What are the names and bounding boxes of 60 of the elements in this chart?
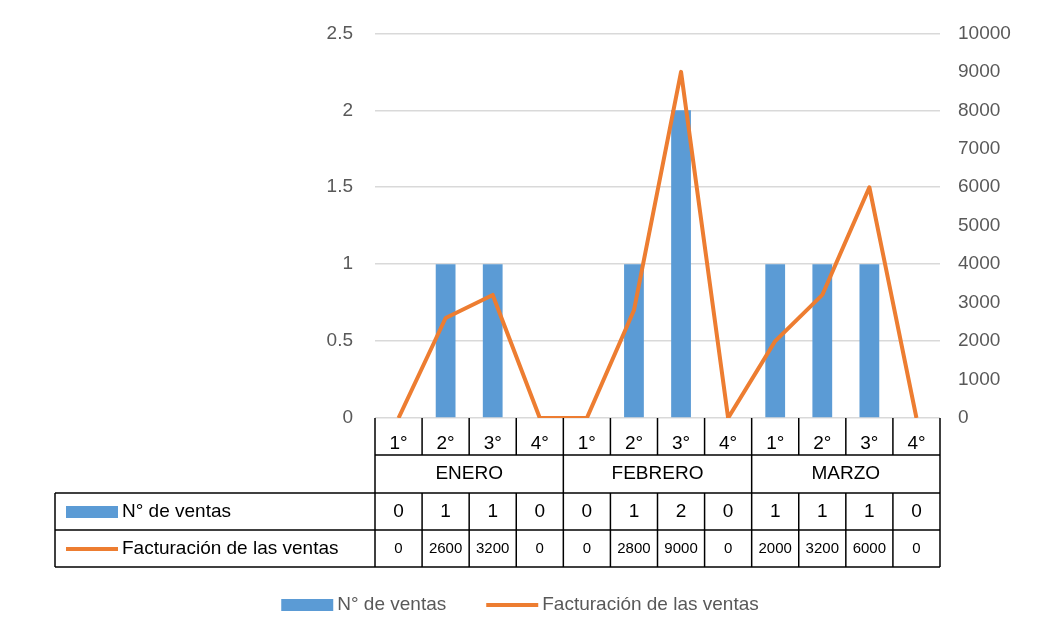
y2-tick-label: 8000: [958, 98, 1001, 120]
data-label: 1: [769, 499, 781, 521]
y-tick-label: 1.5: [326, 175, 353, 197]
x-tick-label: 4°: [907, 431, 926, 453]
x-tick-label: 3°: [860, 431, 879, 453]
y-tick-label: 1: [342, 252, 353, 274]
data-label: 2600: [428, 538, 463, 556]
x-tick-label: 1°: [389, 431, 408, 453]
data-label: 1: [817, 499, 828, 521]
y2-tick-label: 6000: [958, 175, 1001, 197]
data-label: 3200: [476, 538, 510, 556]
data-label: 2: [675, 499, 687, 521]
data-label: 3200: [805, 538, 839, 556]
x-tick-label: 4°: [530, 431, 549, 453]
x-tick-label: 2°: [436, 431, 455, 453]
x-tick-label: 1°: [766, 431, 785, 453]
x-tick-label: 2°: [624, 431, 644, 453]
text: MARZO: [811, 462, 881, 484]
data-label: 1: [440, 499, 451, 521]
data-label: 9000: [664, 538, 698, 556]
data-label: 0: [581, 499, 593, 521]
data-label: 0: [911, 499, 922, 521]
data-label: 0: [722, 499, 734, 521]
y2-tick-label: 2000: [958, 329, 1001, 351]
x-tick-label: 1°: [577, 431, 596, 453]
y2-tick-label: 1000: [958, 367, 1001, 389]
y2-tick-label: 7000: [958, 137, 1001, 159]
data-label: 6000: [852, 538, 887, 556]
x-tick-label: 2°: [813, 431, 832, 453]
data-label: 1: [628, 499, 640, 521]
data-label: 0: [912, 538, 921, 556]
y-tick-label: 2: [342, 98, 353, 120]
data-label: 0: [534, 499, 546, 521]
x-tick-label: 4°: [719, 431, 738, 453]
data-label: 0: [535, 538, 544, 556]
data-label: 0: [582, 538, 592, 556]
y2-tick-label: 10000: [958, 21, 1011, 43]
text: ENERO: [435, 462, 503, 484]
text: Facturación de las ventas: [542, 593, 759, 615]
y2-tick-label: 4000: [958, 252, 1001, 274]
x-tick-label: 3°: [483, 431, 502, 453]
data-label: 2000: [758, 538, 792, 556]
data-label: 1: [487, 499, 498, 521]
y2-tick-label: 9000: [958, 60, 1001, 82]
y2-tick-label: 0: [958, 406, 969, 428]
data-label: 2800: [617, 538, 651, 556]
y2-tick-label: 5000: [958, 213, 1001, 235]
legend-label: Facturación de las ventas: [122, 536, 339, 558]
y2-tick-label: 3000: [958, 290, 1001, 312]
y-tick-label: 2.5: [326, 21, 353, 43]
text: FEBRERO: [611, 462, 704, 484]
data-label: 0: [723, 538, 733, 556]
y-tick-label: 0.5: [326, 329, 353, 351]
data-label: 1: [864, 499, 875, 521]
data-label: 0: [394, 538, 403, 556]
legend-label: N° de ventas: [337, 593, 447, 615]
data-label: 0: [393, 499, 404, 521]
text: N° de ventas: [122, 499, 231, 521]
x-tick-label: 3°: [671, 431, 691, 453]
y-tick-label: 0: [342, 406, 353, 428]
